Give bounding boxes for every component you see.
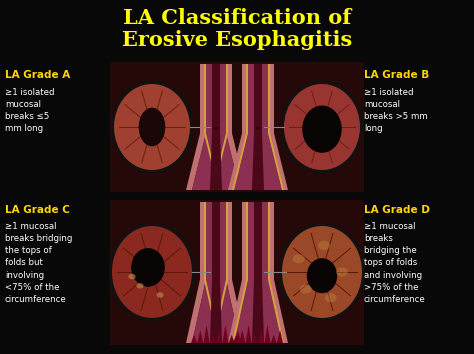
Polygon shape: [277, 330, 283, 343]
Polygon shape: [210, 202, 222, 343]
Circle shape: [215, 127, 218, 130]
Ellipse shape: [112, 226, 192, 318]
Text: Erosive Esophagitis: Erosive Esophagitis: [122, 30, 352, 50]
Polygon shape: [228, 64, 248, 190]
Ellipse shape: [131, 248, 165, 287]
Polygon shape: [210, 335, 216, 343]
Polygon shape: [204, 202, 220, 343]
Polygon shape: [191, 335, 197, 343]
Polygon shape: [192, 64, 240, 190]
Polygon shape: [226, 202, 246, 343]
Polygon shape: [212, 64, 228, 190]
Ellipse shape: [336, 267, 348, 276]
Ellipse shape: [111, 81, 193, 173]
Ellipse shape: [279, 223, 365, 321]
Ellipse shape: [292, 254, 305, 263]
Polygon shape: [233, 335, 239, 343]
Ellipse shape: [137, 283, 144, 289]
Text: LA Grade B: LA Grade B: [364, 70, 429, 80]
Text: LA Classification of: LA Classification of: [123, 8, 351, 28]
Polygon shape: [216, 330, 222, 343]
Bar: [110, 200, 364, 345]
Ellipse shape: [307, 258, 337, 293]
Polygon shape: [258, 330, 264, 343]
Text: LA Grade D: LA Grade D: [364, 205, 430, 215]
Ellipse shape: [284, 84, 360, 170]
Polygon shape: [252, 64, 264, 190]
Polygon shape: [252, 335, 258, 343]
Ellipse shape: [114, 84, 190, 170]
Ellipse shape: [109, 223, 195, 321]
Polygon shape: [246, 325, 252, 343]
Text: LA Grade C: LA Grade C: [5, 205, 70, 215]
Polygon shape: [239, 330, 245, 343]
Text: LA Grade A: LA Grade A: [5, 70, 70, 80]
Ellipse shape: [128, 274, 136, 279]
Circle shape: [256, 127, 259, 130]
Polygon shape: [232, 64, 248, 190]
Ellipse shape: [156, 292, 164, 298]
Polygon shape: [226, 64, 246, 190]
Polygon shape: [235, 330, 241, 343]
Polygon shape: [264, 325, 271, 343]
Polygon shape: [271, 335, 277, 343]
Ellipse shape: [302, 105, 342, 153]
Polygon shape: [210, 64, 222, 190]
Text: ≥1 isolated
mucosal
breaks ≤5
mm long: ≥1 isolated mucosal breaks ≤5 mm long: [5, 88, 55, 133]
Polygon shape: [228, 202, 248, 343]
Polygon shape: [197, 330, 203, 343]
Polygon shape: [268, 64, 284, 190]
Ellipse shape: [300, 285, 312, 294]
Polygon shape: [252, 202, 264, 343]
Polygon shape: [232, 202, 248, 343]
Polygon shape: [234, 64, 282, 190]
Polygon shape: [186, 202, 206, 343]
Polygon shape: [222, 325, 228, 343]
Polygon shape: [192, 202, 240, 343]
Polygon shape: [212, 202, 228, 343]
Polygon shape: [203, 325, 210, 343]
Polygon shape: [204, 64, 220, 190]
Ellipse shape: [325, 293, 337, 302]
Polygon shape: [268, 202, 284, 343]
Ellipse shape: [282, 226, 362, 318]
Text: ≥1 isolated
mucosal
breaks >5 mm
long: ≥1 isolated mucosal breaks >5 mm long: [364, 88, 428, 133]
Polygon shape: [268, 64, 288, 190]
Polygon shape: [229, 335, 235, 343]
Text: ≥1 mucosal
breaks
bridging the
tops of folds
and involving
>75% of the
circumfer: ≥1 mucosal breaks bridging the tops of f…: [364, 222, 426, 304]
Ellipse shape: [318, 241, 330, 250]
Text: ≥1 mucosal
breaks bridging
the tops of
folds but
involving
<75% of the
circumfer: ≥1 mucosal breaks bridging the tops of f…: [5, 222, 73, 304]
Ellipse shape: [281, 81, 363, 173]
Ellipse shape: [139, 108, 165, 146]
Bar: [110, 62, 364, 192]
Polygon shape: [268, 202, 288, 343]
Polygon shape: [186, 64, 206, 190]
Polygon shape: [234, 202, 282, 343]
